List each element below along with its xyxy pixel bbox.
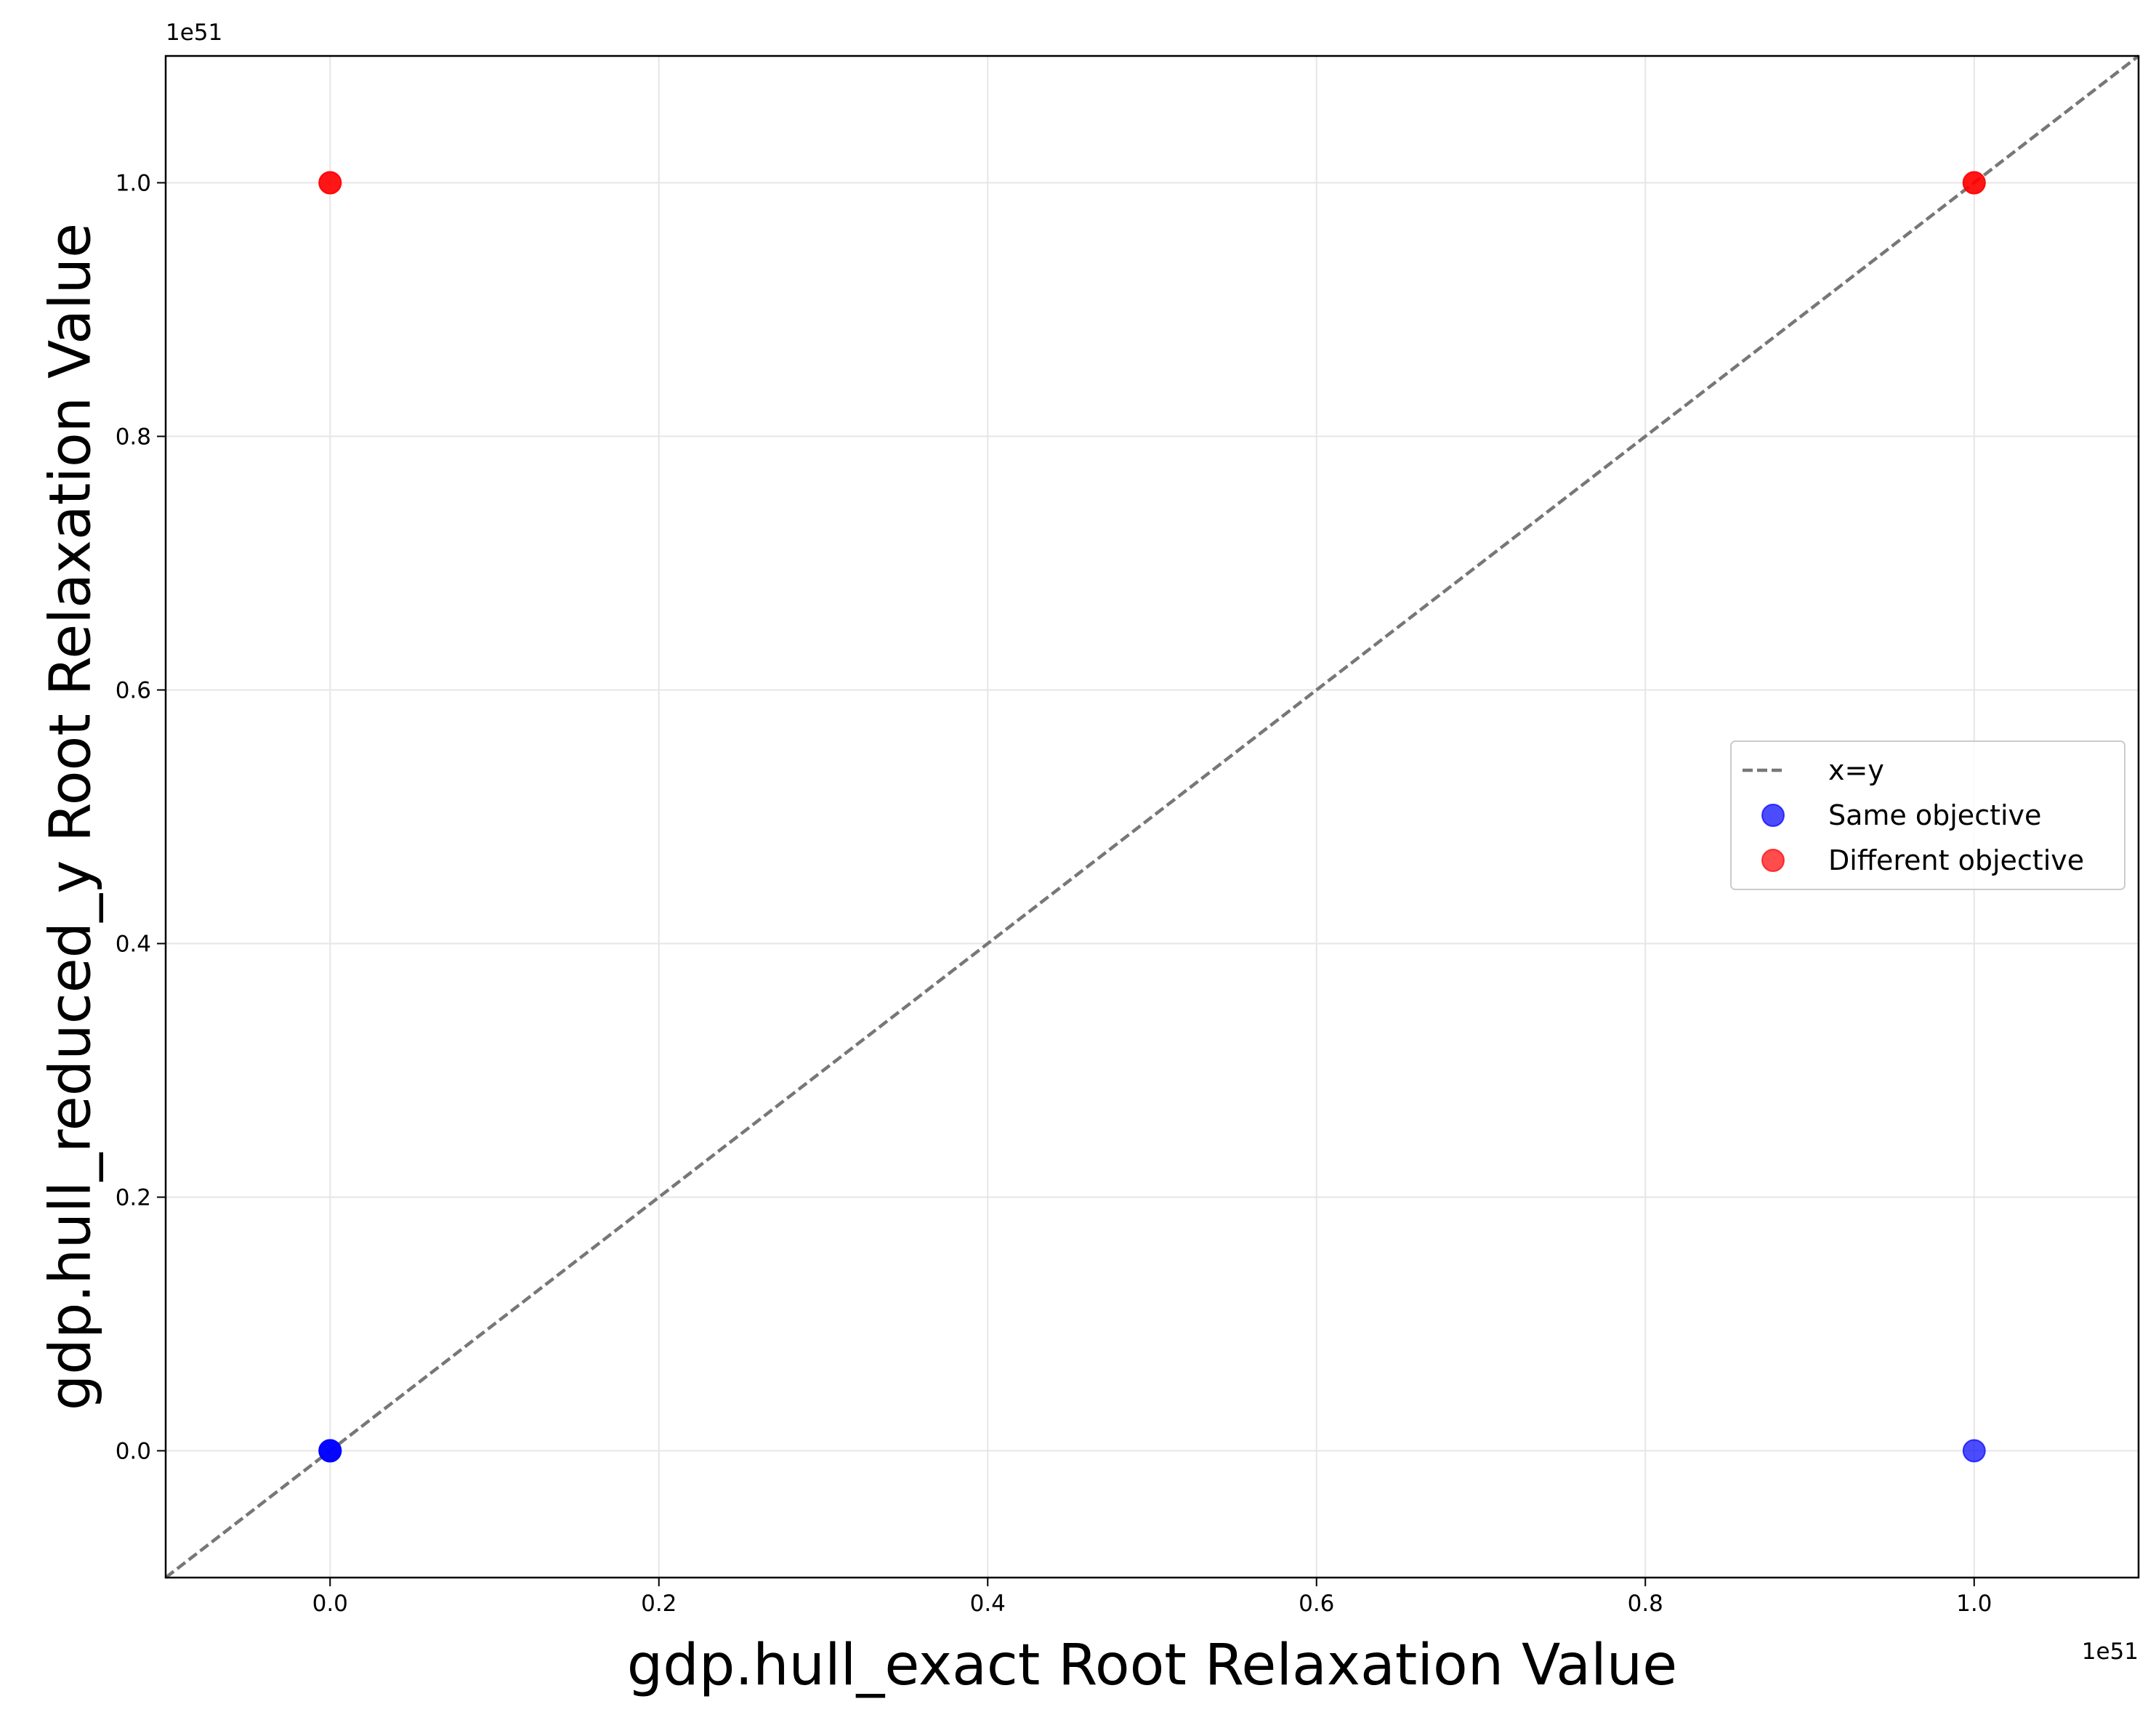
y-tick-label: 0.4 <box>116 932 151 958</box>
legend-label-reference-line: x=y <box>1828 754 1884 786</box>
legend-box <box>1730 740 2125 890</box>
point-same-objective <box>318 1439 342 1463</box>
legend-marker-same-objective <box>1761 804 1785 827</box>
x-tick-label: 0.0 <box>312 1591 348 1617</box>
legend-marker-different-objective <box>1761 849 1785 872</box>
point-same-objective <box>1962 1439 1986 1463</box>
y-tick-label: 0.8 <box>116 424 151 451</box>
x-tick-label: 0.4 <box>970 1591 1006 1617</box>
point-different-objective <box>318 171 342 195</box>
y-axis-offset-label: 1e51 <box>166 20 222 46</box>
legend-label-different-objective: Different objective <box>1828 844 2084 876</box>
x-tick-label: 0.6 <box>1299 1591 1334 1617</box>
x-axis-ticks: 0.0 0.2 0.4 0.6 0.8 1.0 <box>312 1578 1992 1617</box>
y-tick-label: 0.6 <box>116 678 151 704</box>
data-points <box>318 171 1986 1463</box>
legend: x=y Same objective Different objective <box>1730 740 2125 890</box>
x-tick-label: 1.0 <box>1956 1591 1992 1617</box>
y-tick-label: 1.0 <box>116 171 151 197</box>
reference-line-x-equals-y <box>164 54 2140 1579</box>
reference-line-group <box>164 54 2140 1579</box>
x-tick-label: 0.8 <box>1628 1591 1663 1617</box>
y-tick-label: 0.2 <box>116 1185 151 1211</box>
y-tick-label: 0.0 <box>116 1439 151 1465</box>
x-axis-label: gdp.hull_exact Root Relaxation Value <box>627 1633 1677 1698</box>
point-different-objective <box>1962 171 1986 195</box>
x-tick-label: 0.2 <box>641 1591 677 1617</box>
plot-area-frame <box>164 54 2140 1579</box>
y-axis-label: gdp.hull_reduced_y Root Relaxation Value <box>38 223 103 1410</box>
y-axis-ticks: 0.0 0.2 0.4 0.6 0.8 1.0 <box>116 171 166 1465</box>
legend-label-same-objective: Same objective <box>1828 799 2041 831</box>
x-axis-offset-label: 1e51 <box>2082 1639 2139 1665</box>
